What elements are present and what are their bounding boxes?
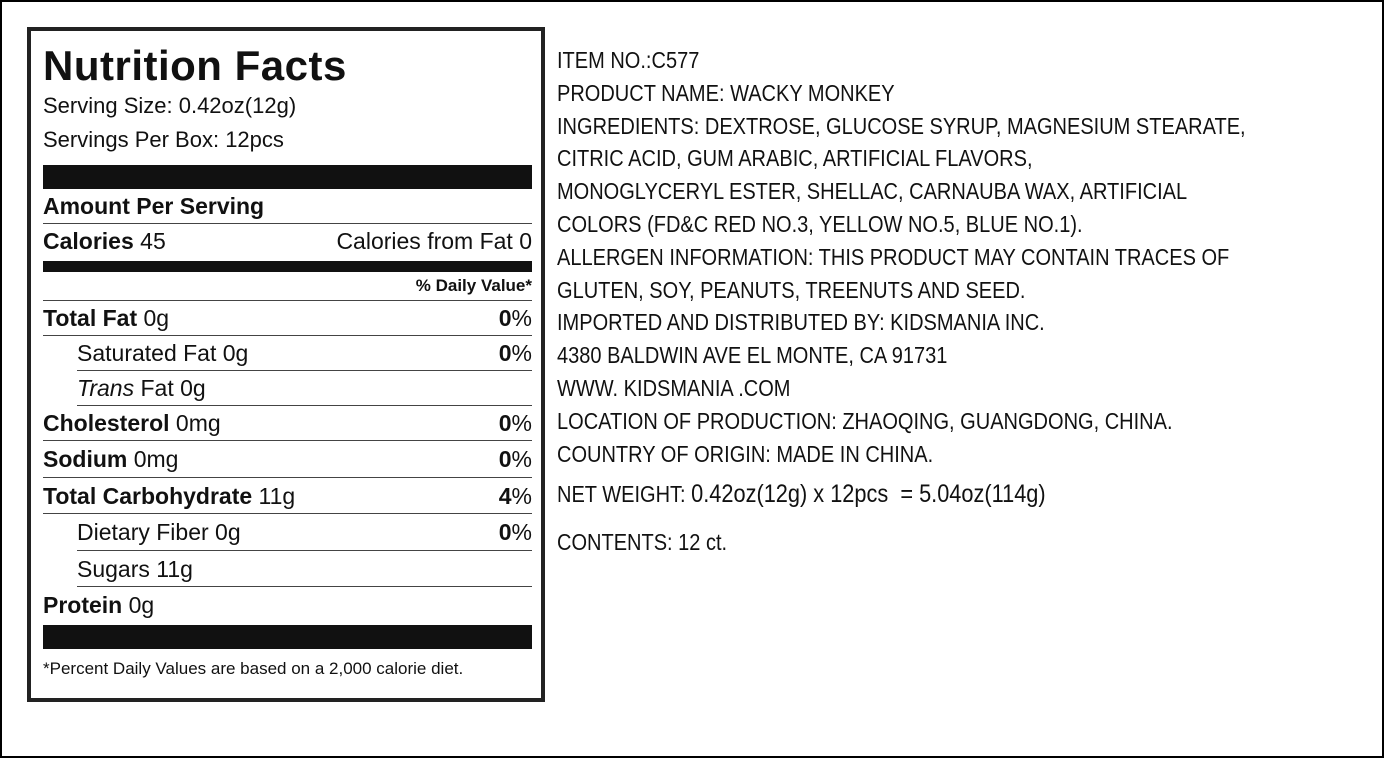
nutrient-row: Cholesterol 0mg 0% <box>43 406 532 441</box>
nutrient: Total Carbohydrate 11g <box>43 478 295 514</box>
nutrient-name: Dietary Fiber <box>77 519 209 545</box>
medium-rule <box>43 261 532 272</box>
nutrient: Protein 0g <box>43 587 154 623</box>
nutrient-name: Total Carbohydrate <box>43 482 253 509</box>
nutrient-name: Sodium <box>43 446 128 472</box>
calories-value: 45 <box>140 228 166 254</box>
thick-rule <box>43 165 532 189</box>
contents-label: CONTENTS: <box>557 529 673 556</box>
info-line: CITRIC ACID, GUM ARABIC, ARTIFICIAL FLAV… <box>557 145 1033 172</box>
serving-size: Serving Size: 0.42oz(12g) <box>43 93 297 118</box>
nutrient-name: Saturated Fat <box>77 340 217 366</box>
nutrient: Dietary Fiber 0g <box>77 514 241 550</box>
dv-number: 0 <box>498 340 512 366</box>
product-info: ITEM NO.:C577 PRODUCT NAME: WACKY MONKEY… <box>557 44 1246 556</box>
nutrient-row: Protein 0g <box>43 587 532 623</box>
nutrient-amount: 0mg <box>133 446 179 472</box>
nutrient-row: Total Fat 0g 0% <box>43 301 532 336</box>
daily-value: 4% <box>499 478 532 514</box>
amount-per-serving-row: Amount Per Serving <box>43 189 532 224</box>
contents: CONTENTS: 12 ct. <box>557 514 1246 556</box>
nutrient-row: Dietary Fiber 0g 0% <box>77 514 532 551</box>
nutrient-row: Sugars 11g <box>77 551 532 587</box>
nutrient-amount: 0g <box>222 340 249 366</box>
info-line: WWW. KIDSMANIA .COM <box>557 374 791 401</box>
nutrient-name: Sugars <box>77 555 150 582</box>
info-line: IMPORTED AND DISTRIBUTED BY: KIDSMANIA I… <box>557 309 1045 336</box>
nutrient-amount: 11g <box>156 555 193 582</box>
dv-number: 0 <box>498 446 512 472</box>
net-weight: NET WEIGHT: 0.42oz(12g) x 12pcs = 5.04oz… <box>557 470 1246 514</box>
nutrition-label: Nutrition Facts Serving Size: 0.42oz(12g… <box>27 27 545 702</box>
daily-value-header: % Daily Value* <box>43 272 532 301</box>
info-line: LOCATION OF PRODUCTION: ZHAOQING, GUANGD… <box>557 407 1173 434</box>
contents-value: 12 ct. <box>678 529 728 556</box>
nutrient-amount: 11g <box>258 482 296 509</box>
nutrient-amount: 0g <box>143 305 170 331</box>
nutrient: Cholesterol 0mg <box>43 406 221 440</box>
info-line: INGREDIENTS: DEXTROSE, GLUCOSE SYRUP, MA… <box>557 112 1246 139</box>
nutrient-name: Total Fat <box>43 305 138 331</box>
info-line: COLORS (FD&C RED NO.3, YELLOW NO.5, BLUE… <box>557 210 1083 237</box>
dv-number: 0 <box>498 410 512 436</box>
info-line: ITEM NO.:C577 <box>557 47 700 73</box>
dv-unit: % <box>511 482 532 509</box>
info-line: MONOGLYCERYL ESTER, SHELLAC, CARNAUBA WA… <box>557 178 1188 205</box>
calories-label: Calories <box>43 228 134 254</box>
dv-unit: % <box>511 446 532 472</box>
dv-unit: % <box>511 340 532 366</box>
nutrient: Saturated Fat 0g <box>77 336 248 370</box>
nutrient-amount: 0g <box>128 592 155 618</box>
calories-from-fat: Calories from Fat 0 <box>336 228 532 254</box>
daily-value: 0% <box>499 336 532 370</box>
nutrient-name: Trans <box>77 375 135 401</box>
dv-unit: % <box>511 305 532 331</box>
net-weight-value: 0.42oz(12g) x 12pcs = 5.04oz(114g) <box>691 480 1046 509</box>
nutrient: Sugars 11g <box>77 551 193 587</box>
calories: Calories 45 <box>43 224 166 258</box>
amount-per-serving: Amount Per Serving <box>43 193 265 219</box>
nutrient-row: Trans Fat 0g <box>77 371 532 406</box>
dv-unit: % <box>511 410 532 436</box>
info-line: 4380 BALDWIN AVE EL MONTE, CA 91731 <box>557 342 948 369</box>
servings-per-box: Servings Per Box: 12pcs <box>43 127 284 152</box>
nutrient-amount: 0g <box>180 375 206 401</box>
nutrient: Trans Fat 0g <box>77 371 206 405</box>
nutrient-name: Cholesterol <box>43 410 170 436</box>
nutrient-row: Saturated Fat 0g 0% <box>77 336 532 371</box>
net-weight-label: NET WEIGHT: <box>557 481 686 508</box>
nutrition-content: Nutrition Facts Serving Size: 0.42oz(12g… <box>43 43 532 681</box>
info-line: GLUTEN, SOY, PEANUTS, TREENUTS AND SEED. <box>557 276 1026 303</box>
thick-rule <box>43 624 532 649</box>
nutrient-amount: 0mg <box>175 410 221 436</box>
nutrient-row: Sodium 0mg 0% <box>43 441 532 478</box>
footnote: *Percent Daily Values are based on a 2,0… <box>43 658 464 678</box>
daily-value: 0% <box>499 301 532 335</box>
nutrient-name: Protein <box>43 592 123 618</box>
daily-value: 0% <box>499 441 532 477</box>
daily-value: 0% <box>499 406 532 440</box>
title: Nutrition Facts <box>43 42 347 89</box>
dv-number: 4 <box>498 482 512 509</box>
info-line: PRODUCT NAME: WACKY MONKEY <box>557 79 895 106</box>
dv-number: 0 <box>498 519 512 545</box>
dv-unit: % <box>511 519 532 545</box>
nutrient-amount: 0g <box>215 519 241 545</box>
nutrient-row: Total Carbohydrate 11g 4% <box>43 478 532 514</box>
nutrient: Total Fat 0g <box>43 301 169 335</box>
daily-value: 0% <box>499 514 532 550</box>
dv-number: 0 <box>498 305 512 331</box>
info-line: COUNTRY OF ORIGIN: MADE IN CHINA. <box>557 440 934 467</box>
info-line: ALLERGEN INFORMATION: THIS PRODUCT MAY C… <box>557 243 1230 270</box>
nutrient-name-rest: Fat <box>140 375 174 401</box>
nutrient: Sodium 0mg <box>43 441 178 477</box>
calories-row: Calories 45 Calories from Fat 0 <box>43 224 532 258</box>
